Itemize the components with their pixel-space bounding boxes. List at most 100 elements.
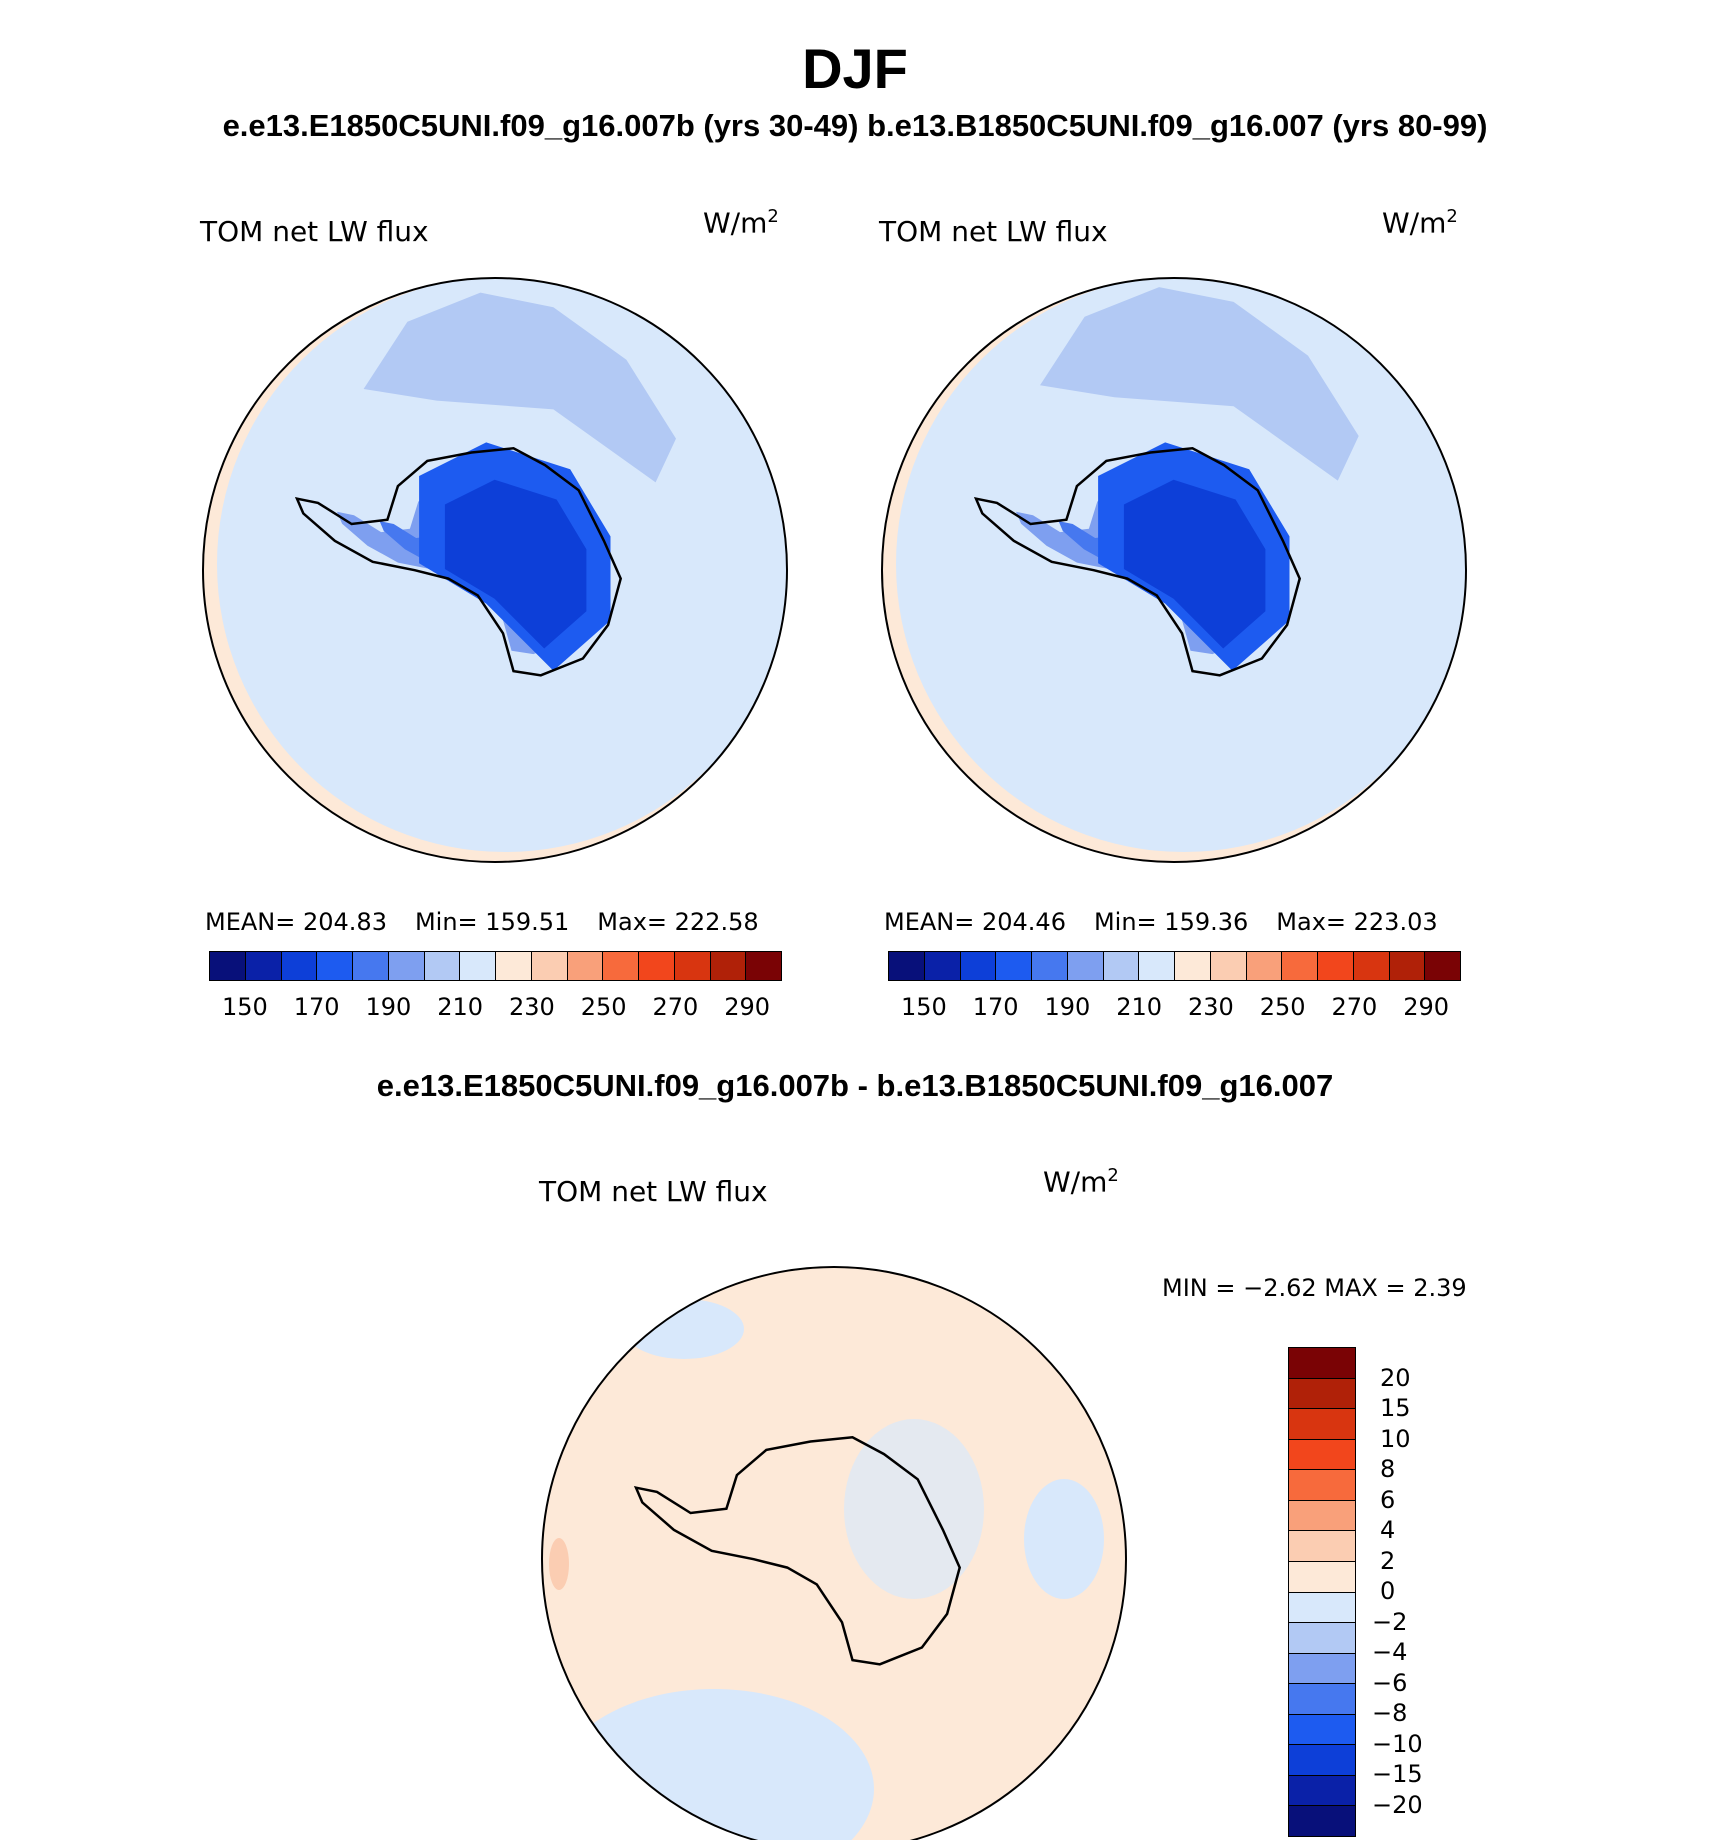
- negative-anomaly-region: [844, 1419, 984, 1599]
- colorbar-swatch: [1175, 952, 1211, 980]
- colorbar-tick-label: 290: [724, 993, 770, 1021]
- diff-min-max: MIN = −2.62 MAX = 2.39: [1162, 1274, 1467, 1302]
- panel1-variable-label: TOM net LW flux: [200, 215, 429, 248]
- colorbar-swatch: [925, 952, 961, 980]
- colorbar-tick-label: 8: [1380, 1455, 1395, 1483]
- colorbar-swatch: [1032, 952, 1068, 980]
- colorbar-swatch: [1068, 952, 1104, 980]
- colorbar-swatch: [425, 952, 461, 980]
- panel2-colorbar: [888, 951, 1461, 981]
- colorbar-swatch: [1289, 1379, 1355, 1410]
- colorbar-tick-label: 230: [509, 993, 555, 1021]
- panel2-max: Max= 223.03: [1276, 908, 1437, 936]
- colorbar-swatch: [603, 952, 639, 980]
- colorbar-swatch: [1289, 1348, 1355, 1379]
- colorbar-tick-label: 150: [222, 993, 268, 1021]
- diff-colorbar: [1288, 1347, 1356, 1837]
- colorbar-tick-label: 190: [365, 993, 411, 1021]
- map-field: [542, 1267, 1126, 1840]
- colorbar-tick-label: 270: [652, 993, 698, 1021]
- colorbar-tick-label: 270: [1331, 993, 1377, 1021]
- panel1-mean: MEAN= 204.83: [205, 908, 387, 936]
- colorbar-swatch: [532, 952, 568, 980]
- colorbar-swatch: [1104, 952, 1140, 980]
- panel2-units-text: W/m: [1382, 206, 1446, 239]
- panel2-min: Min= 159.36: [1094, 908, 1248, 936]
- colorbar-swatch: [1282, 952, 1318, 980]
- colorbar-tick-label: 4: [1380, 1516, 1395, 1544]
- colorbar-tick-label: 0: [1380, 1577, 1395, 1605]
- panel2-mean: MEAN= 204.46: [884, 908, 1066, 936]
- panel1-max: Max= 222.58: [597, 908, 758, 936]
- colorbar-swatch: [961, 952, 997, 980]
- cases-subtitle: e.e13.E1850C5UNI.f09_g16.007b (yrs 30-49…: [0, 108, 1710, 144]
- colorbar-swatch: [1289, 1745, 1355, 1776]
- colorbar-tick-label: 230: [1188, 993, 1234, 1021]
- colorbar-swatch: [317, 952, 353, 980]
- panel1-units-exponent: 2: [767, 206, 778, 227]
- colorbar-swatch: [675, 952, 711, 980]
- colorbar-swatch: [1289, 1562, 1355, 1593]
- colorbar-swatch: [639, 952, 675, 980]
- colorbar-swatch: [210, 952, 246, 980]
- colorbar-swatch: [1289, 1806, 1355, 1836]
- panel2-colorbar-ticks: 150 170 190 210 230 250 270 290: [888, 993, 1462, 1023]
- colorbar-swatch: [1289, 1593, 1355, 1624]
- colorbar-swatch: [1425, 952, 1460, 980]
- colorbar-swatch: [389, 952, 425, 980]
- colorbar-tick-label: −15: [1372, 1760, 1423, 1788]
- panel1-stats: MEAN= 204.83 Min= 159.51 Max= 222.58: [205, 908, 759, 936]
- colorbar-swatch: [1289, 1409, 1355, 1440]
- colorbar-tick-label: 250: [581, 993, 627, 1021]
- colorbar-swatch: [889, 952, 925, 980]
- colorbar-swatch: [1247, 952, 1283, 980]
- colorbar-tick-label: −10: [1372, 1730, 1423, 1758]
- colorbar-swatch: [1289, 1684, 1355, 1715]
- panel1-units-text: W/m: [703, 206, 767, 239]
- colorbar-tick-label: 170: [973, 993, 1019, 1021]
- colorbar-tick-label: −2: [1372, 1608, 1407, 1636]
- colorbar-tick-label: −4: [1372, 1638, 1407, 1666]
- colorbar-swatch: [1289, 1470, 1355, 1501]
- difference-title: e.e13.E1850C5UNI.f09_g16.007b - b.e13.B1…: [0, 1068, 1710, 1104]
- colorbar-tick-label: −8: [1372, 1699, 1407, 1727]
- colorbar-swatch: [496, 952, 532, 980]
- panel2-variable-label: TOM net LW flux: [879, 215, 1108, 248]
- panel2-units-exponent: 2: [1446, 206, 1457, 227]
- colorbar-tick-label: 190: [1044, 993, 1090, 1021]
- panel1-polar-map: [200, 275, 790, 865]
- colorbar-swatch: [1289, 1776, 1355, 1807]
- colorbar-tick-label: −20: [1372, 1791, 1423, 1819]
- colorbar-swatch: [1289, 1501, 1355, 1532]
- colorbar-tick-label: 290: [1403, 993, 1449, 1021]
- colorbar-swatch: [282, 952, 318, 980]
- colorbar-swatch: [1289, 1440, 1355, 1471]
- colorbar-swatch: [996, 952, 1032, 980]
- colorbar-tick-label: 15: [1380, 1394, 1411, 1422]
- panel2-stats: MEAN= 204.46 Min= 159.36 Max= 223.03: [884, 908, 1438, 936]
- diff-colorbar-ticks: 20 15 10 8 6 4 2 0 −2 −4 −6 −8 −10 −15 −20: [1372, 1347, 1452, 1835]
- positive-anomaly-region: [549, 1538, 569, 1590]
- panel1-units-label: W/m2: [703, 206, 779, 239]
- colorbar-tick-label: 10: [1380, 1425, 1411, 1453]
- colorbar-swatch: [1139, 952, 1175, 980]
- colorbar-swatch: [1318, 952, 1354, 980]
- colorbar-swatch: [1289, 1623, 1355, 1654]
- colorbar-swatch: [1354, 952, 1390, 980]
- panel1-colorbar-ticks: 150 170 190 210 230 250 270 290: [209, 993, 783, 1023]
- colorbar-swatch: [1289, 1654, 1355, 1685]
- diff-polar-map: [539, 1264, 1129, 1840]
- colorbar-tick-label: 20: [1380, 1364, 1411, 1392]
- diff-units-exponent: 2: [1107, 1165, 1118, 1186]
- colorbar-swatch: [1289, 1715, 1355, 1746]
- colorbar-tick-label: 2: [1380, 1547, 1395, 1575]
- colorbar-tick-label: −6: [1372, 1669, 1407, 1697]
- panel2-polar-map: [879, 275, 1469, 865]
- colorbar-tick-label: 150: [901, 993, 947, 1021]
- diff-units-text: W/m: [1043, 1165, 1107, 1198]
- diff-variable-label: TOM net LW flux: [539, 1175, 768, 1208]
- colorbar-swatch: [1289, 1531, 1355, 1562]
- colorbar-swatch: [353, 952, 389, 980]
- colorbar-tick-label: 210: [437, 993, 483, 1021]
- panel1-min: Min= 159.51: [415, 908, 569, 936]
